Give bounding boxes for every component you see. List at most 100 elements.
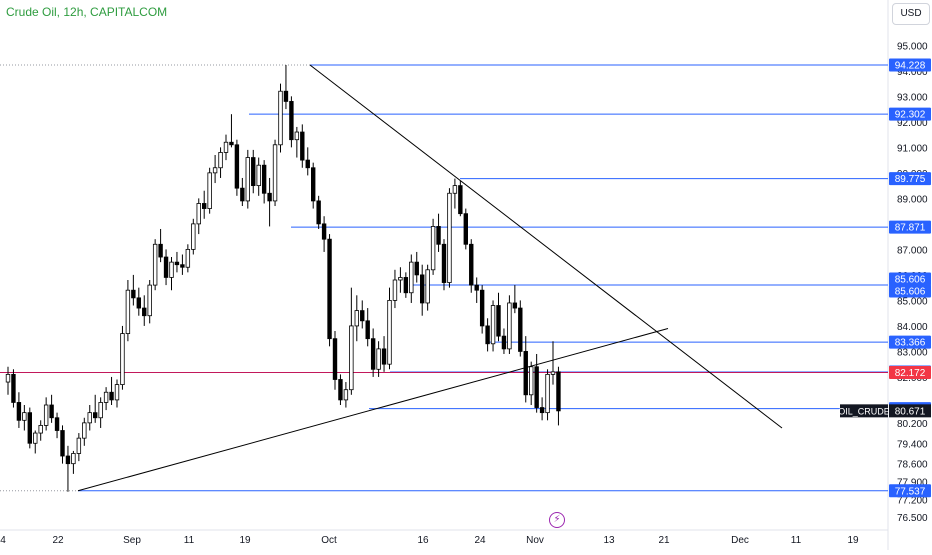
candle-body (360, 310, 365, 322)
candle-body (207, 172, 212, 209)
y-tick-label: 94.000 (897, 67, 928, 78)
y-tick-label: 84.000 (897, 322, 928, 333)
candle-body (441, 243, 447, 283)
candle-body (283, 90, 289, 102)
candle-body (365, 320, 370, 340)
candle-body (490, 305, 496, 345)
currency-button[interactable]: USD (892, 3, 930, 25)
descending-resistance-line (309, 64, 783, 429)
candle-body (485, 325, 490, 345)
candle-body (376, 348, 381, 370)
candle-body (529, 366, 534, 396)
candle-body (169, 261, 174, 278)
candle-body (223, 141, 229, 153)
candle-body (463, 213, 468, 245)
y-tick-label: 80.200 (897, 419, 928, 430)
y-tick-label: 95.000 (897, 41, 928, 52)
level-badge (889, 484, 931, 498)
x-tick-label: 13 (603, 535, 615, 546)
level-badge (889, 335, 931, 349)
candle-body (469, 243, 474, 286)
last-price-badge (889, 404, 931, 418)
candle-body (136, 297, 141, 309)
candle-body (550, 371, 556, 375)
candle-body (409, 261, 414, 294)
candle-body (545, 373, 550, 414)
y-tick-label: 93.000 (897, 92, 928, 103)
symbol-badge-label: OIL_CRUDE (838, 406, 890, 416)
x-tick-label: 11 (184, 535, 195, 546)
candle-body (82, 422, 87, 439)
candle-body (261, 164, 267, 194)
candle-body (370, 338, 376, 370)
candle-body (436, 226, 441, 245)
lightning-icon[interactable]: ⚡ (549, 512, 565, 528)
candle-body (479, 289, 485, 327)
candle-body (218, 152, 223, 169)
candle-body (163, 256, 169, 278)
trend-lines[interactable] (77, 64, 783, 492)
x-tick-label: 21 (658, 535, 670, 546)
level-badge (889, 172, 931, 186)
level-badge-label: 77.537 (895, 486, 926, 497)
x-tick-label: Oct (321, 535, 337, 546)
last-price-label: 80.671 (895, 406, 926, 417)
candle-body (240, 187, 245, 202)
candle-body (381, 348, 387, 365)
candle-body (185, 248, 191, 268)
candle-body (349, 325, 354, 391)
candle-body (419, 274, 425, 304)
candle-body (38, 425, 43, 434)
candle-body (120, 333, 125, 385)
candle-body (142, 307, 147, 317)
candle-body (430, 226, 436, 271)
y-tick-label: 79.400 (897, 439, 928, 450)
y-tick-label: 85.000 (897, 296, 928, 307)
ascending-support-line (77, 327, 669, 492)
candle-body (251, 157, 256, 187)
candle-body (22, 412, 27, 421)
candle-body (512, 302, 518, 309)
candle-body (272, 144, 278, 202)
candle-body (65, 455, 71, 465)
candle-body (294, 131, 300, 141)
candle-body (76, 437, 82, 454)
candle-body (556, 371, 561, 412)
candle-body (507, 302, 512, 350)
level-badge-label: 87.871 (895, 223, 926, 234)
candle-body (234, 144, 240, 189)
x-tick-label: 16 (417, 535, 429, 546)
candle-body (403, 277, 409, 294)
candle-body (310, 167, 316, 202)
candle-body (518, 307, 523, 352)
x-tick-label: 19 (239, 535, 251, 546)
candle-body (43, 404, 49, 426)
candle-body (60, 430, 65, 457)
candles (5, 65, 561, 492)
candle-body (49, 404, 54, 419)
candle-body (321, 223, 327, 240)
candle-body (54, 417, 60, 431)
candle-body (267, 192, 272, 202)
candle-body (109, 391, 114, 401)
candle-body (33, 432, 38, 444)
x-tick-label: Dec (731, 535, 749, 546)
candle-body (539, 407, 545, 414)
level-badge (889, 220, 931, 234)
y-tick-label: 83.000 (897, 347, 928, 358)
candle-body (147, 284, 152, 317)
candle-body (534, 366, 539, 408)
time-axis[interactable]: 4 22 Sep 11 19 Oct 16 24 Nov 13 21 Dec 11 19 (0, 535, 859, 546)
x-tick-label: Nov (526, 535, 544, 546)
candle-body (474, 284, 479, 291)
y-tick-label: 76.500 (897, 513, 928, 524)
level-badge (889, 284, 931, 298)
y-tick-label: 91.000 (897, 143, 928, 154)
horizontal-levels[interactable] (0, 64, 888, 492)
chart-title: Crude Oil, 12h, CAPITALCOM (6, 5, 168, 19)
axis-lines (0, 0, 889, 550)
candle-body (16, 402, 22, 421)
